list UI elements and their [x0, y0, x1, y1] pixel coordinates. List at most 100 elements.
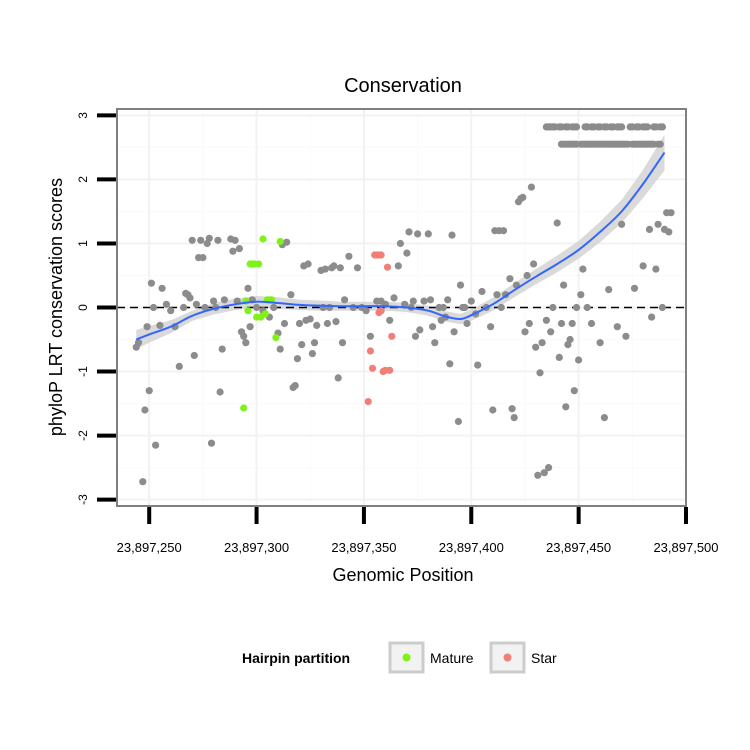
point-other	[405, 228, 413, 236]
point-other	[411, 332, 420, 340]
legend-dot-mature	[402, 653, 411, 662]
point-other	[487, 323, 495, 331]
point-other	[192, 300, 200, 308]
point-other	[572, 303, 581, 312]
point-other	[396, 239, 404, 248]
point-other	[519, 193, 527, 201]
legend-dot-star	[503, 653, 512, 662]
point-other	[645, 225, 654, 233]
point-other	[240, 332, 248, 340]
legend-label-mature: Mature	[430, 650, 474, 666]
x-axis: 23,897,250 23,897,300 23,897,350 23,897,400…	[117, 507, 719, 555]
x-tick-label: 23,897,350	[331, 540, 396, 555]
point-other	[542, 316, 551, 324]
point-other	[349, 303, 357, 312]
point-other	[242, 339, 250, 347]
point-star	[383, 263, 392, 271]
point-other	[439, 303, 447, 312]
point-other	[583, 303, 591, 312]
point-other	[386, 316, 394, 324]
legend-item-star: Star	[489, 641, 557, 674]
point-other	[639, 262, 647, 270]
point-mature	[261, 310, 269, 318]
point-other	[613, 323, 621, 331]
loess-smooth-line	[135, 151, 666, 341]
point-other	[557, 319, 566, 328]
y-tick-label: 0	[76, 304, 90, 311]
point-other	[207, 439, 216, 447]
x-axis-label: Genomic Position	[332, 565, 473, 585]
legend: Hairpin partition Mature Star	[242, 641, 557, 674]
point-other	[656, 140, 664, 148]
point-other	[667, 209, 675, 217]
y-axis-label: phyloP LRT conservation scores	[46, 178, 66, 436]
point-other	[545, 464, 553, 472]
point-other	[332, 318, 340, 326]
point-other	[276, 345, 284, 353]
point-other	[306, 315, 314, 323]
x-tick-label: 23,897,250	[117, 540, 182, 555]
point-other	[147, 279, 155, 287]
point-other	[291, 382, 299, 390]
point-other	[508, 405, 516, 413]
points-star	[364, 251, 396, 406]
point-other	[489, 406, 497, 414]
point-other	[167, 307, 175, 315]
point-other	[401, 300, 409, 308]
point-other	[530, 260, 538, 268]
point-other	[536, 369, 544, 377]
point-star	[386, 366, 394, 374]
point-other	[560, 281, 568, 289]
chart-title: Conservation	[344, 75, 462, 97]
point-other	[426, 296, 435, 304]
point-other	[652, 265, 660, 273]
point-other	[199, 254, 207, 262]
point-other	[658, 303, 667, 312]
point-other	[450, 328, 458, 336]
x-tick-label: 23,897,500	[653, 540, 718, 555]
point-other	[553, 219, 561, 227]
point-other	[175, 362, 183, 370]
point-other	[555, 353, 563, 361]
point-other	[158, 284, 166, 292]
point-other	[293, 355, 301, 363]
point-other	[336, 264, 344, 272]
point-other	[568, 319, 576, 328]
point-other	[156, 321, 164, 329]
point-other	[190, 351, 198, 360]
point-other	[235, 245, 243, 253]
point-mature	[276, 237, 284, 246]
point-other	[394, 262, 402, 270]
point-mature	[272, 334, 280, 342]
point-other	[622, 332, 630, 340]
point-other	[353, 264, 362, 272]
point-other	[188, 236, 196, 244]
point-other	[231, 236, 239, 244]
point-other	[338, 339, 347, 347]
point-other	[186, 294, 194, 302]
point-other	[143, 323, 151, 331]
x-tick-label: 23,897,300	[224, 540, 289, 555]
point-other	[270, 303, 278, 312]
point-other	[461, 303, 469, 312]
point-other	[366, 332, 374, 340]
point-other	[139, 478, 147, 486]
point-other	[280, 319, 289, 328]
point-other	[323, 319, 331, 328]
point-star	[366, 347, 374, 355]
point-other	[287, 291, 295, 299]
point-other	[579, 265, 587, 273]
point-star	[377, 307, 385, 315]
point-other	[549, 303, 557, 312]
point-other	[330, 262, 338, 270]
point-other	[321, 265, 329, 273]
point-other	[527, 183, 536, 191]
point-other	[618, 220, 626, 228]
point-other	[506, 275, 514, 283]
point-star	[377, 251, 385, 259]
point-other	[341, 296, 349, 304]
point-star	[364, 398, 372, 406]
point-other	[229, 247, 237, 255]
point-other	[431, 339, 439, 347]
